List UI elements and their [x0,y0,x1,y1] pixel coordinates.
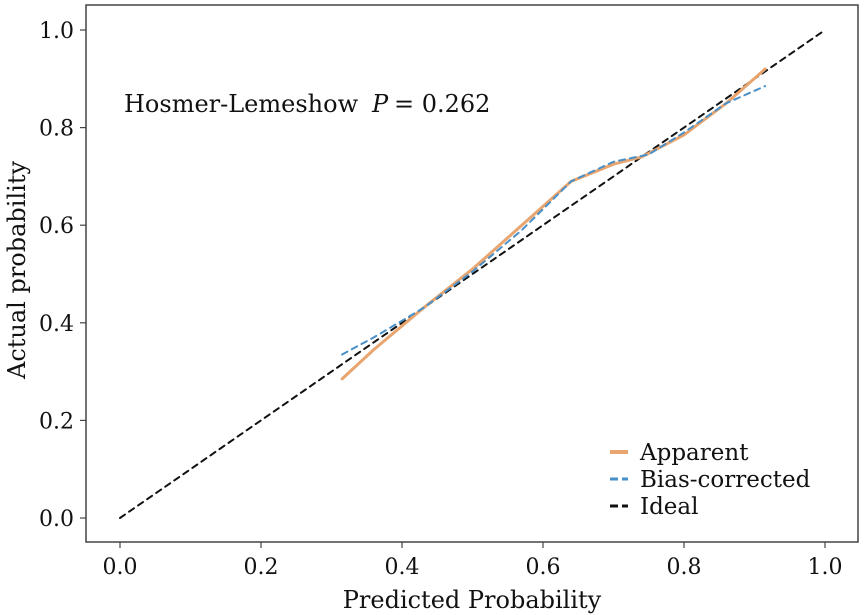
y-tick-label: 0.4 [39,312,74,337]
y-axis-title: Actual probability [3,161,31,380]
x-tick-label: 0.8 [667,555,702,580]
series-layer [119,29,826,519]
y-tick-label: 0.6 [39,214,74,239]
annotation-prefix: Hosmer-Lemeshow [124,90,359,118]
legend-label: Ideal [640,494,699,520]
x-tick-label: 1.0 [808,555,843,580]
y-tick-label: 1.0 [39,19,74,44]
y-tick-label: 0.8 [39,117,74,142]
y-tick-label: 0.2 [39,409,74,434]
x-axis-title: Predicted Probability [343,586,602,614]
series-line-ideal [119,29,826,519]
x-tick-label: 0.4 [385,555,420,580]
hosmer-lemeshow-annotation: Hosmer-Lemeshow P = 0.262 [124,90,490,118]
x-tick-label: 0.0 [103,555,138,580]
y-tick-label: 0.0 [39,507,74,532]
legend-label: Apparent [639,440,749,466]
x-tick-label: 0.2 [244,555,279,580]
annotation-p-label: P [371,90,389,118]
series-line-bias-corrected [341,85,767,356]
annotation-p-value: = 0.262 [394,90,490,118]
legend-label: Bias-corrected [640,467,811,493]
x-tick-label: 0.6 [526,555,561,580]
axis-ticks: 0.0 0.2 0.4 0.6 0.8 1.0 0.0 0.2 0.4 0.6 0.8 1.0 [39,19,843,580]
